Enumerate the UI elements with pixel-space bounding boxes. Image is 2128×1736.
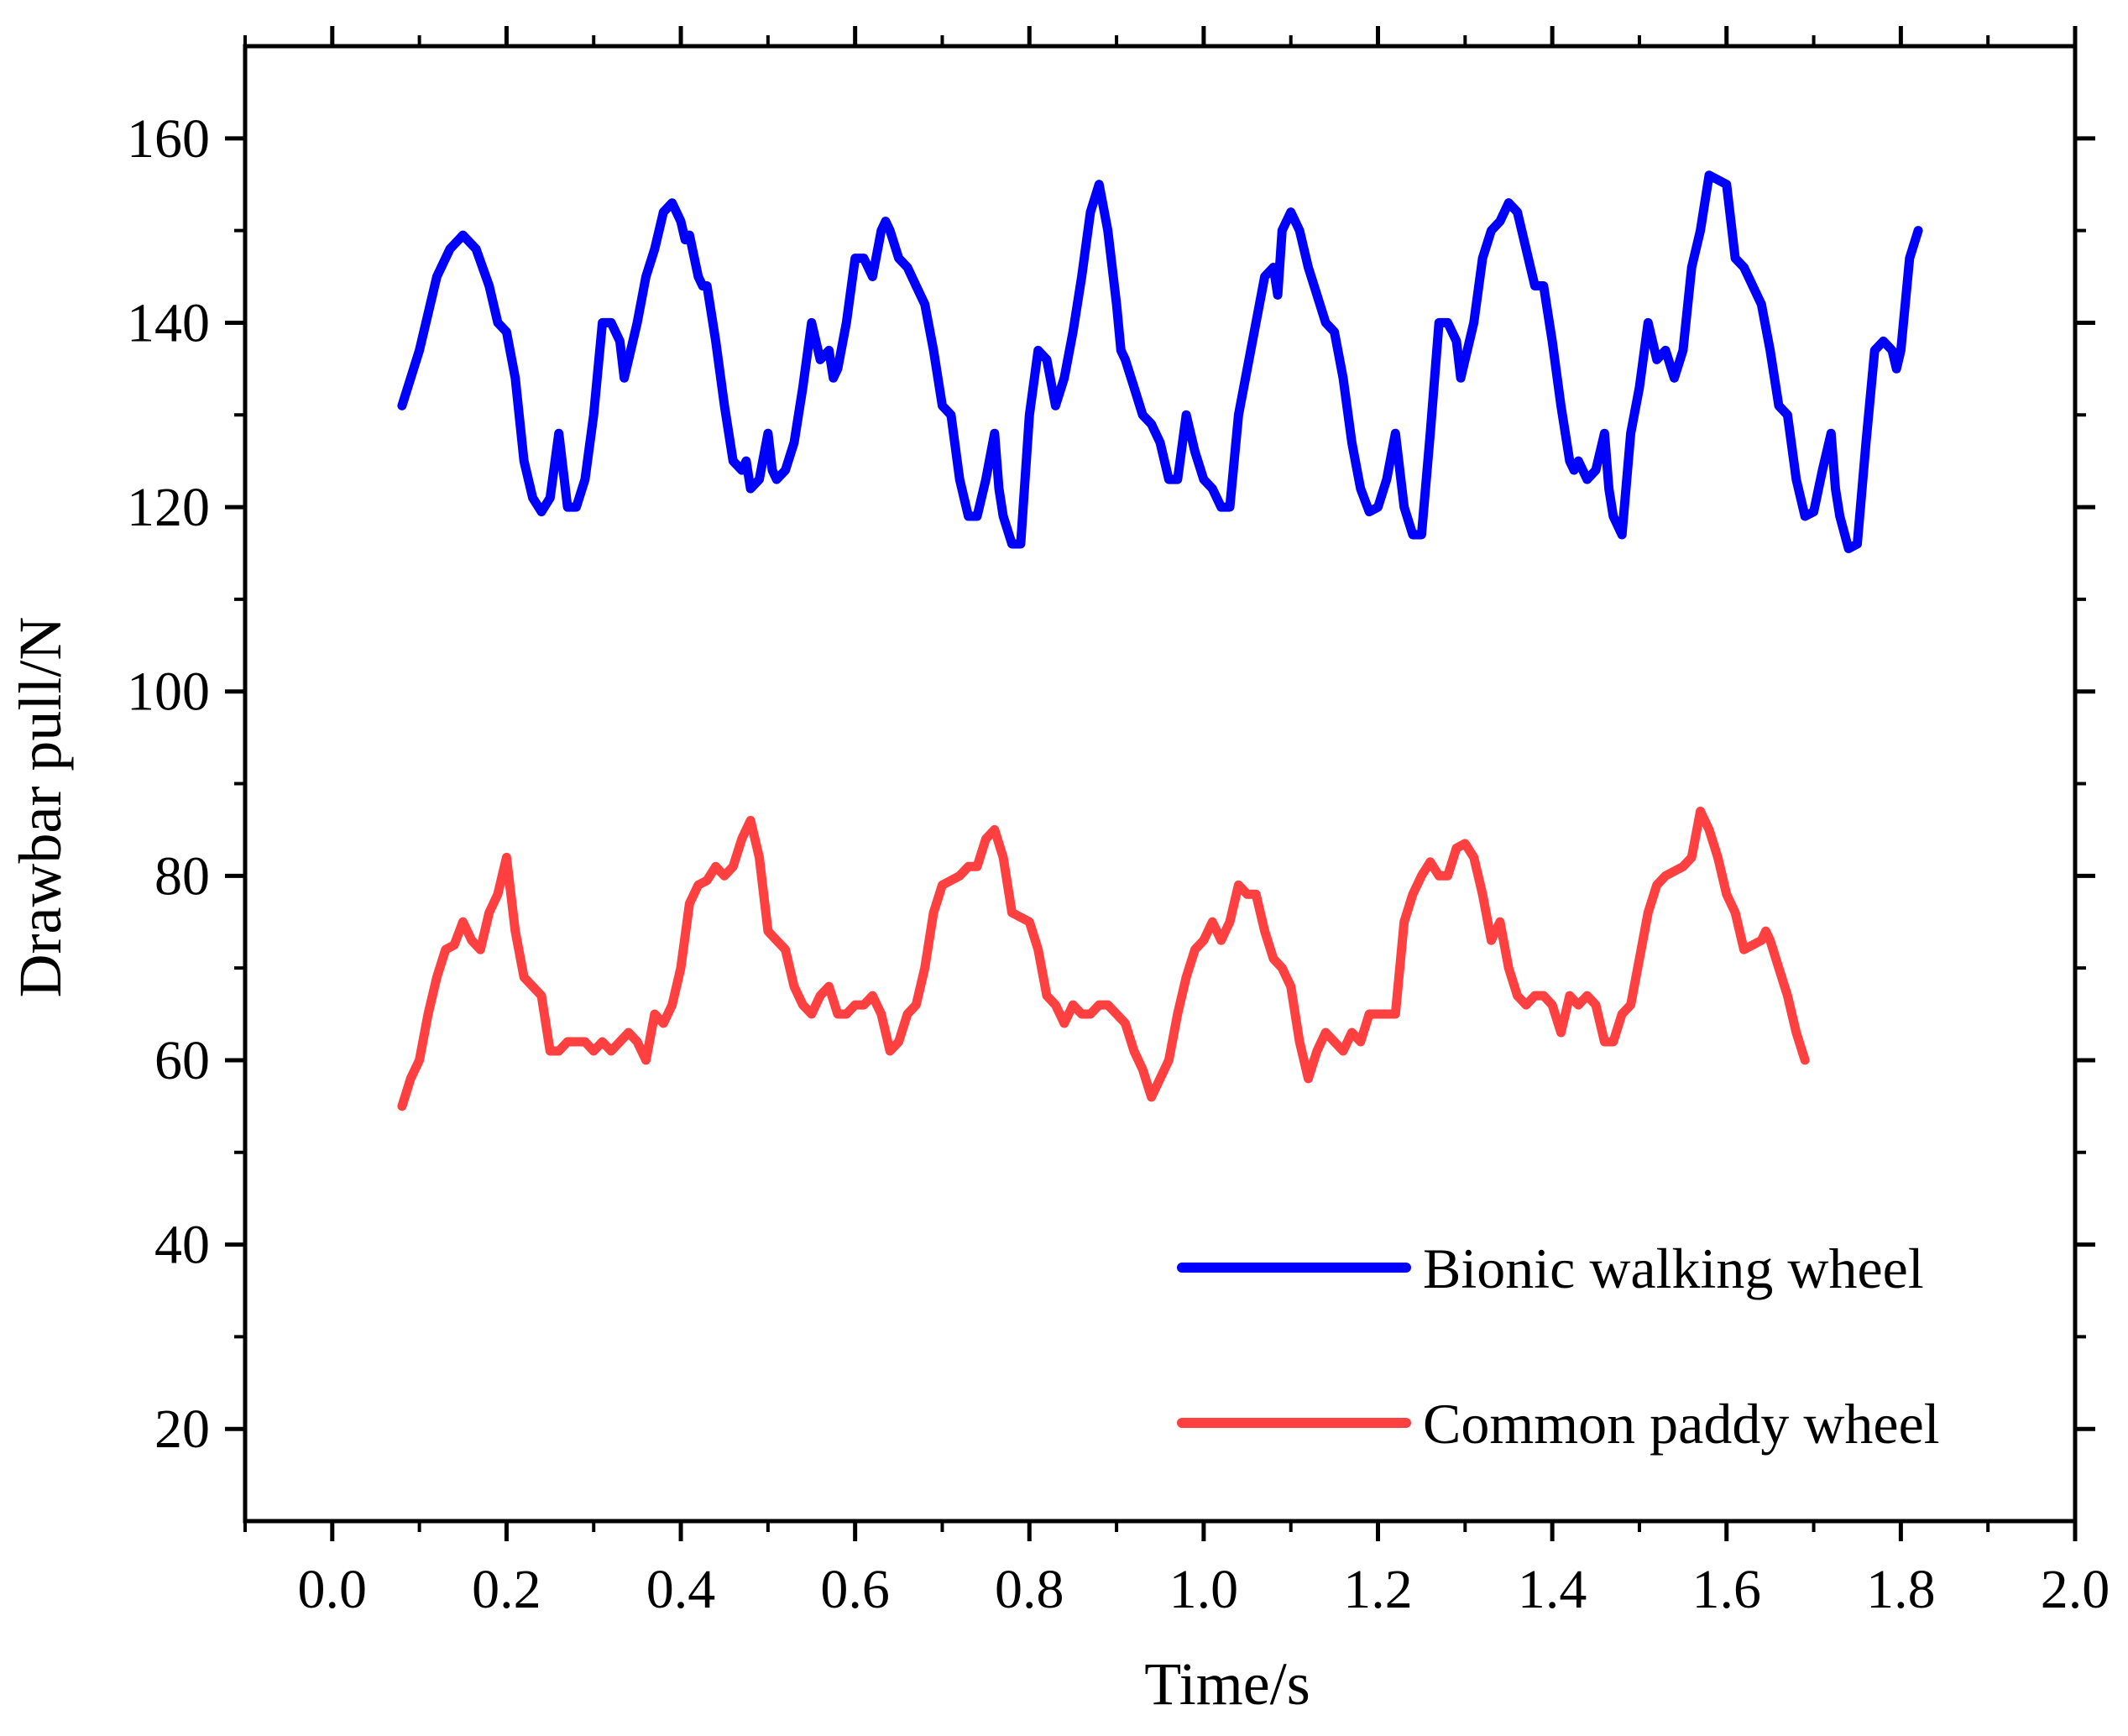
ticks-layer: [225, 26, 2095, 1541]
labels-layer: 0.0 0.2 0.4 0.6 0.8 1.0 1.2 1.4 1.6 1.8 2.0 20 40 60 8…: [127, 108, 2110, 1620]
y-tick-label: 120: [127, 477, 210, 538]
x-tick-label: 1.2: [1343, 1559, 1413, 1620]
x-axis-title: Time/s: [1144, 1650, 1310, 1718]
y-tick-label: 80: [154, 845, 210, 907]
x-tick-label: 1.4: [1518, 1559, 1587, 1620]
y-tick-label: 140: [127, 292, 210, 353]
y-tick-label: 100: [127, 661, 210, 723]
series-layer: [397, 170, 1923, 1111]
x-tick-label: 0.6: [820, 1559, 890, 1620]
x-tick-label: 1.0: [1169, 1559, 1239, 1620]
y-axis-title: Drawbar pull/N: [7, 617, 74, 998]
x-tick-label: 1.6: [1692, 1559, 1762, 1620]
x-tick-label: 0.0: [298, 1559, 368, 1620]
series-line-common: [397, 806, 1810, 1111]
legend-label-common: Common paddy wheel: [1423, 1392, 1940, 1456]
x-tick-label: 2.0: [2041, 1559, 2110, 1620]
legend-label-bionic: Bionic walking wheel: [1423, 1237, 1924, 1300]
y-tick-label: 20: [154, 1399, 210, 1460]
y-tick-label: 60: [154, 1030, 210, 1091]
x-tick-label: 0.2: [472, 1559, 541, 1620]
x-tick-label: 0.4: [646, 1559, 716, 1620]
y-tick-label: 40: [154, 1215, 210, 1276]
x-tick-label: 0.8: [995, 1559, 1064, 1620]
x-tick-label: 1.8: [1866, 1559, 1936, 1620]
series-line-bionic: [397, 170, 1923, 553]
legend: Bionic walking wheel Common paddy wheel: [1177, 1237, 1940, 1456]
y-tick-label: 160: [127, 108, 210, 170]
